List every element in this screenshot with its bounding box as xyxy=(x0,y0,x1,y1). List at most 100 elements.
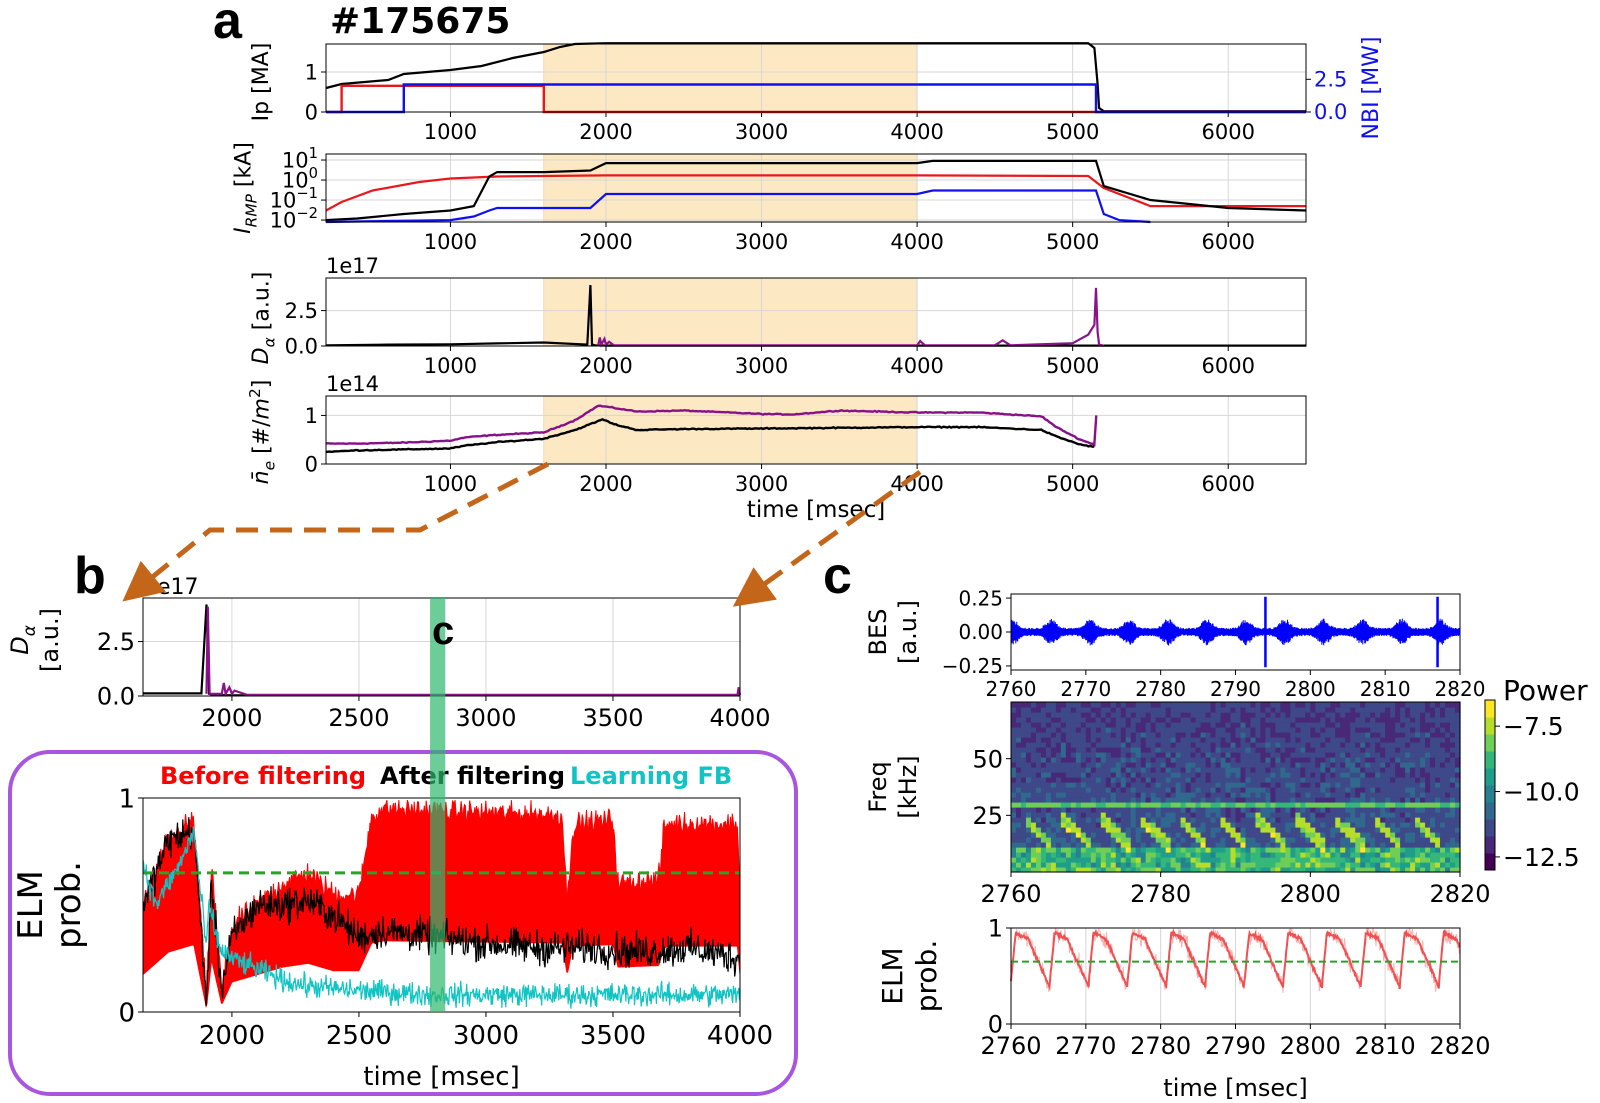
spectrogram-cell xyxy=(1140,767,1147,773)
spectrogram-cell xyxy=(1385,707,1391,713)
spectrogram-cell xyxy=(1255,702,1262,708)
spectrogram-cell xyxy=(1070,782,1077,788)
spectrogram-cell xyxy=(1200,837,1207,843)
spectrogram-cell xyxy=(1390,817,1396,823)
spectrogram-cell xyxy=(1120,742,1127,748)
spectrogram-cell xyxy=(1080,727,1087,733)
spectrogram-cell xyxy=(1420,702,1426,708)
spectrogram-cell xyxy=(1350,827,1356,833)
spectrogram-cell xyxy=(1125,807,1132,813)
spectrogram-cell xyxy=(1225,712,1232,718)
spectrogram-cell xyxy=(1375,827,1381,833)
spectrogram-cell xyxy=(1150,792,1157,798)
colorbar-step xyxy=(1485,717,1495,722)
spectrogram-cell xyxy=(1225,707,1232,713)
spectrogram-cell xyxy=(1385,827,1391,833)
shaded-region xyxy=(543,43,918,113)
spectrogram-cell xyxy=(1130,712,1137,718)
spectrogram-cell xyxy=(1150,782,1157,788)
spectrogram-cell xyxy=(1345,837,1351,843)
spectrogram-cell xyxy=(1011,792,1017,798)
spectrogram-cell xyxy=(1145,737,1152,743)
spectrogram-cell xyxy=(1250,722,1257,728)
spectrogram-cell xyxy=(1285,797,1291,803)
spectrogram-cell xyxy=(1065,707,1072,713)
spectrogram-cell xyxy=(1160,752,1167,758)
spectrogram-cell xyxy=(1310,812,1316,818)
spectrogram-cell xyxy=(1040,772,1047,778)
spectrogram-cell xyxy=(1425,717,1431,723)
spectrogram-cell xyxy=(1285,812,1291,818)
spectrogram-cell xyxy=(1015,847,1022,853)
spectrogram-cell xyxy=(1380,827,1386,833)
spectrogram-cell xyxy=(1075,867,1082,873)
x-tick-label: 2820 xyxy=(1429,1032,1490,1060)
spectrogram-cell xyxy=(1025,722,1032,728)
spectrogram-cell xyxy=(1110,722,1117,728)
spectrogram-cell xyxy=(1280,742,1286,748)
spectrogram-cell xyxy=(1195,782,1202,788)
spectrogram-cell xyxy=(1285,787,1291,793)
spectrogram-cell xyxy=(1360,777,1366,783)
spectrogram-cell xyxy=(1360,857,1366,863)
spectrogram-cell xyxy=(1210,792,1217,798)
spectrogram-cell xyxy=(1015,747,1022,753)
spectrogram-cell xyxy=(1205,772,1212,778)
spectrogram-cell xyxy=(1390,762,1396,768)
spectrogram-cell xyxy=(1080,852,1087,858)
spectrogram-cell xyxy=(1390,777,1396,783)
spectrogram-cell xyxy=(1185,862,1192,868)
spectrogram-cell xyxy=(1020,837,1027,843)
spectrogram-cell xyxy=(1155,862,1162,868)
spectrogram-cell xyxy=(1305,727,1311,733)
spectrogram-cell xyxy=(1115,727,1122,733)
spectrogram-cell xyxy=(1365,757,1371,763)
spectrogram-cell xyxy=(1170,847,1177,853)
spectrogram-cell xyxy=(1325,752,1331,758)
spectrogram-cell xyxy=(1335,792,1341,798)
spectrogram-cell xyxy=(1220,747,1227,753)
spectrogram-cell xyxy=(1075,777,1082,783)
spectrogram-cell xyxy=(1115,747,1122,753)
spectrogram-cell xyxy=(1070,802,1077,808)
spectrogram-cell xyxy=(1325,767,1331,773)
spectrogram-cell xyxy=(1230,822,1237,828)
spectrogram-cell xyxy=(1145,817,1152,823)
spectrogram-cell xyxy=(1340,742,1346,748)
spectrogram-cell xyxy=(1210,722,1217,728)
spectrogram-cell xyxy=(1380,742,1386,748)
spectrogram-cell xyxy=(1340,862,1346,868)
spectrogram-cell xyxy=(1140,772,1147,778)
spectrogram-cell xyxy=(1380,757,1386,763)
spectrogram-cell xyxy=(1325,732,1331,738)
spectrogram-cell xyxy=(1350,772,1356,778)
spectrogram-cell xyxy=(1295,842,1301,848)
spectrogram-cell xyxy=(1065,772,1072,778)
spectrogram-cell xyxy=(1405,762,1411,768)
spectrogram-cell xyxy=(1405,807,1411,813)
spectrogram-cell xyxy=(1240,842,1247,848)
spectrogram-cell xyxy=(1240,837,1247,843)
spectrogram-cell xyxy=(1020,777,1027,783)
spectrogram-cell xyxy=(1415,837,1421,843)
spectrogram-cell xyxy=(1400,772,1406,778)
spectrogram-cell xyxy=(1410,747,1416,753)
spectrogram-cell xyxy=(1110,767,1117,773)
spectrogram-cell xyxy=(1110,777,1117,783)
spectrogram-cell xyxy=(1085,712,1092,718)
colorbar-step xyxy=(1485,785,1495,790)
x-tick-label: 3000 xyxy=(455,704,516,732)
series-line-nbi_red xyxy=(325,174,1306,212)
spectrogram-cell xyxy=(1455,717,1461,723)
spectrogram-cell xyxy=(1145,867,1152,873)
spectrogram-cell xyxy=(1380,807,1386,813)
spectrogram-cell xyxy=(1365,707,1371,713)
spectrogram-cell xyxy=(1175,732,1182,738)
spectrogram-cell xyxy=(1155,852,1162,858)
spectrogram-cell xyxy=(1075,732,1082,738)
spectrogram-cell xyxy=(1125,767,1132,773)
spectrogram-cell xyxy=(1200,757,1207,763)
spectrogram-cell xyxy=(1420,732,1426,738)
spectrogram-cell xyxy=(1195,717,1202,723)
spectrogram-cell xyxy=(1105,857,1112,863)
